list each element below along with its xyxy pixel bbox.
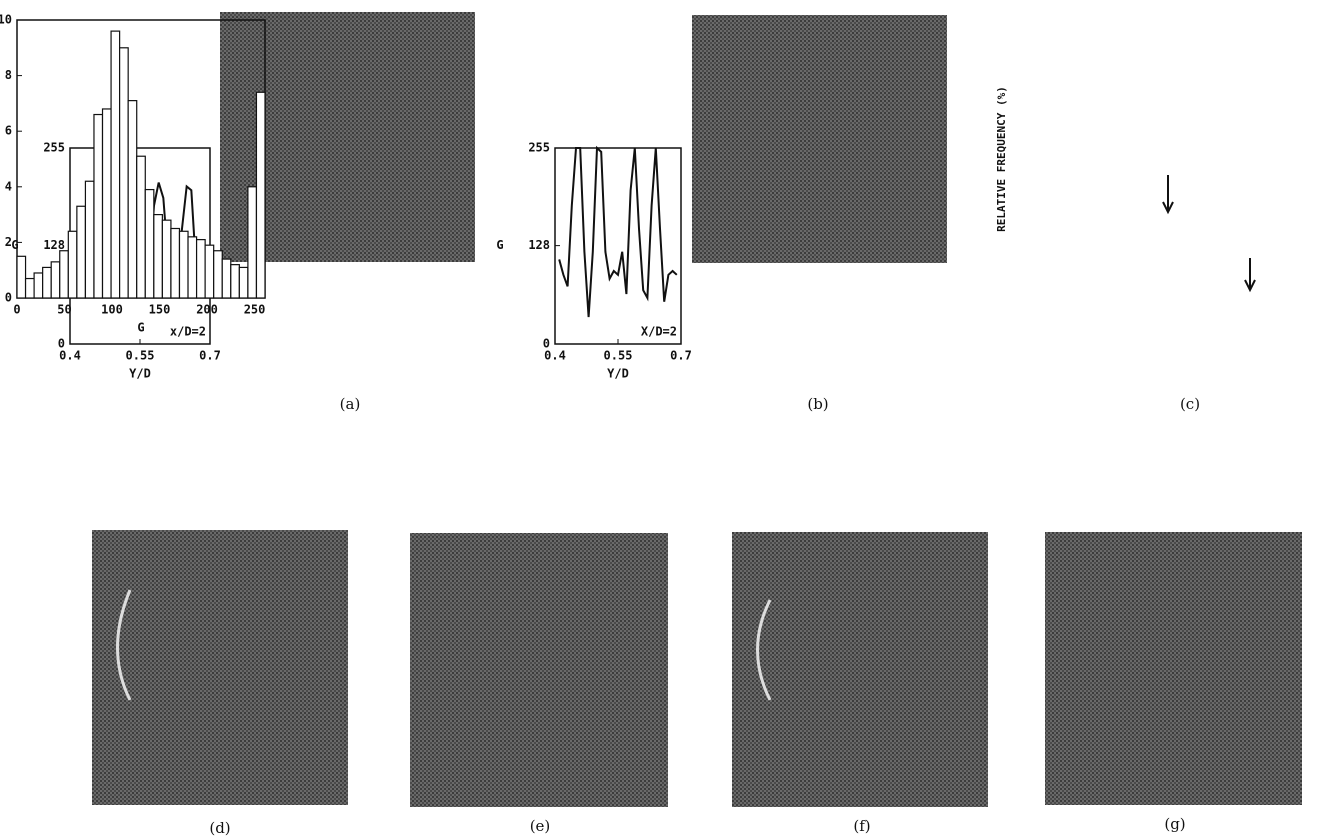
caption: (d) [209,819,230,837]
image-d [92,530,348,805]
bar [204,244,215,299]
bar [230,264,240,299]
bar [110,30,121,299]
y-tick-label: 128 [528,238,550,252]
bar [255,91,266,299]
y-tick-label: 255 [528,141,550,155]
ring-highlight [116,589,132,701]
bar [221,258,232,299]
bar [76,205,87,299]
caption: (a) [340,395,361,413]
y-tick-label: 255 [43,141,65,155]
bar [42,266,52,299]
caption: (b) [807,395,828,413]
image-b [692,15,947,263]
y-tick-label: 4 [5,179,12,193]
bar [33,272,44,299]
bar [170,227,181,299]
bar [24,277,35,299]
y-tick-label: 0 [543,337,550,351]
bar [247,186,258,299]
x-tick-label: 200 [196,303,218,317]
y-tick-label: 6 [5,124,12,138]
bar [119,47,129,299]
y-tick-label: 2 [5,235,12,249]
x-axis-label: Y/D [129,367,151,381]
y-tick-label: 0 [58,337,65,351]
x-tick-label: 50 [57,303,71,317]
x-tick-label: 0.7 [670,349,692,363]
bar [16,255,27,299]
annotation: x/D=2 [170,325,206,339]
bar [101,108,112,299]
bar [161,219,172,299]
bar [84,180,95,299]
x-axis-label: G [137,321,144,335]
x-tick-label: 0 [13,303,20,317]
bar [213,250,223,299]
x-tick-label: 0.4 [544,349,566,363]
bar [187,236,198,299]
x-tick-label: 150 [149,303,171,317]
image-g [1045,532,1302,805]
x-tick-label: 0.4 [59,349,81,363]
arrow [1244,258,1256,293]
arrow [1162,175,1174,215]
x-tick-label: 0.7 [199,349,221,363]
caption: (f) [853,817,870,835]
bar [136,155,146,299]
bar [93,113,104,299]
annotation: X/D=2 [641,325,677,339]
caption: (g) [1164,815,1185,833]
y-tick-label: 8 [5,68,12,82]
x-tick-label: 0.55 [126,349,155,363]
bar [153,214,163,299]
y-axis-label: RELATIVE FREQUENCY (%) [995,86,1008,232]
x-tick-label: 250 [244,303,266,317]
bar [67,230,78,299]
bar [178,230,189,299]
image-f [732,532,988,807]
bar [59,250,69,299]
bar [238,266,249,299]
bar [195,239,206,299]
x-tick-label: 0.55 [604,349,633,363]
bar [50,261,61,299]
data-line [558,145,678,318]
caption: (e) [530,817,551,835]
image-e [410,533,668,807]
y-tick-label: 10 [0,13,12,27]
bar [144,188,155,299]
y-tick-label: 128 [43,238,65,252]
ring-highlight [756,599,772,701]
y-axis-label: G [496,238,503,252]
y-axis-label: G [11,238,18,252]
y-tick-label: 0 [5,291,12,305]
bar [127,100,138,299]
x-axis-label: Y/D [607,367,629,381]
x-tick-label: 100 [101,303,123,317]
caption: (c) [1180,395,1200,413]
